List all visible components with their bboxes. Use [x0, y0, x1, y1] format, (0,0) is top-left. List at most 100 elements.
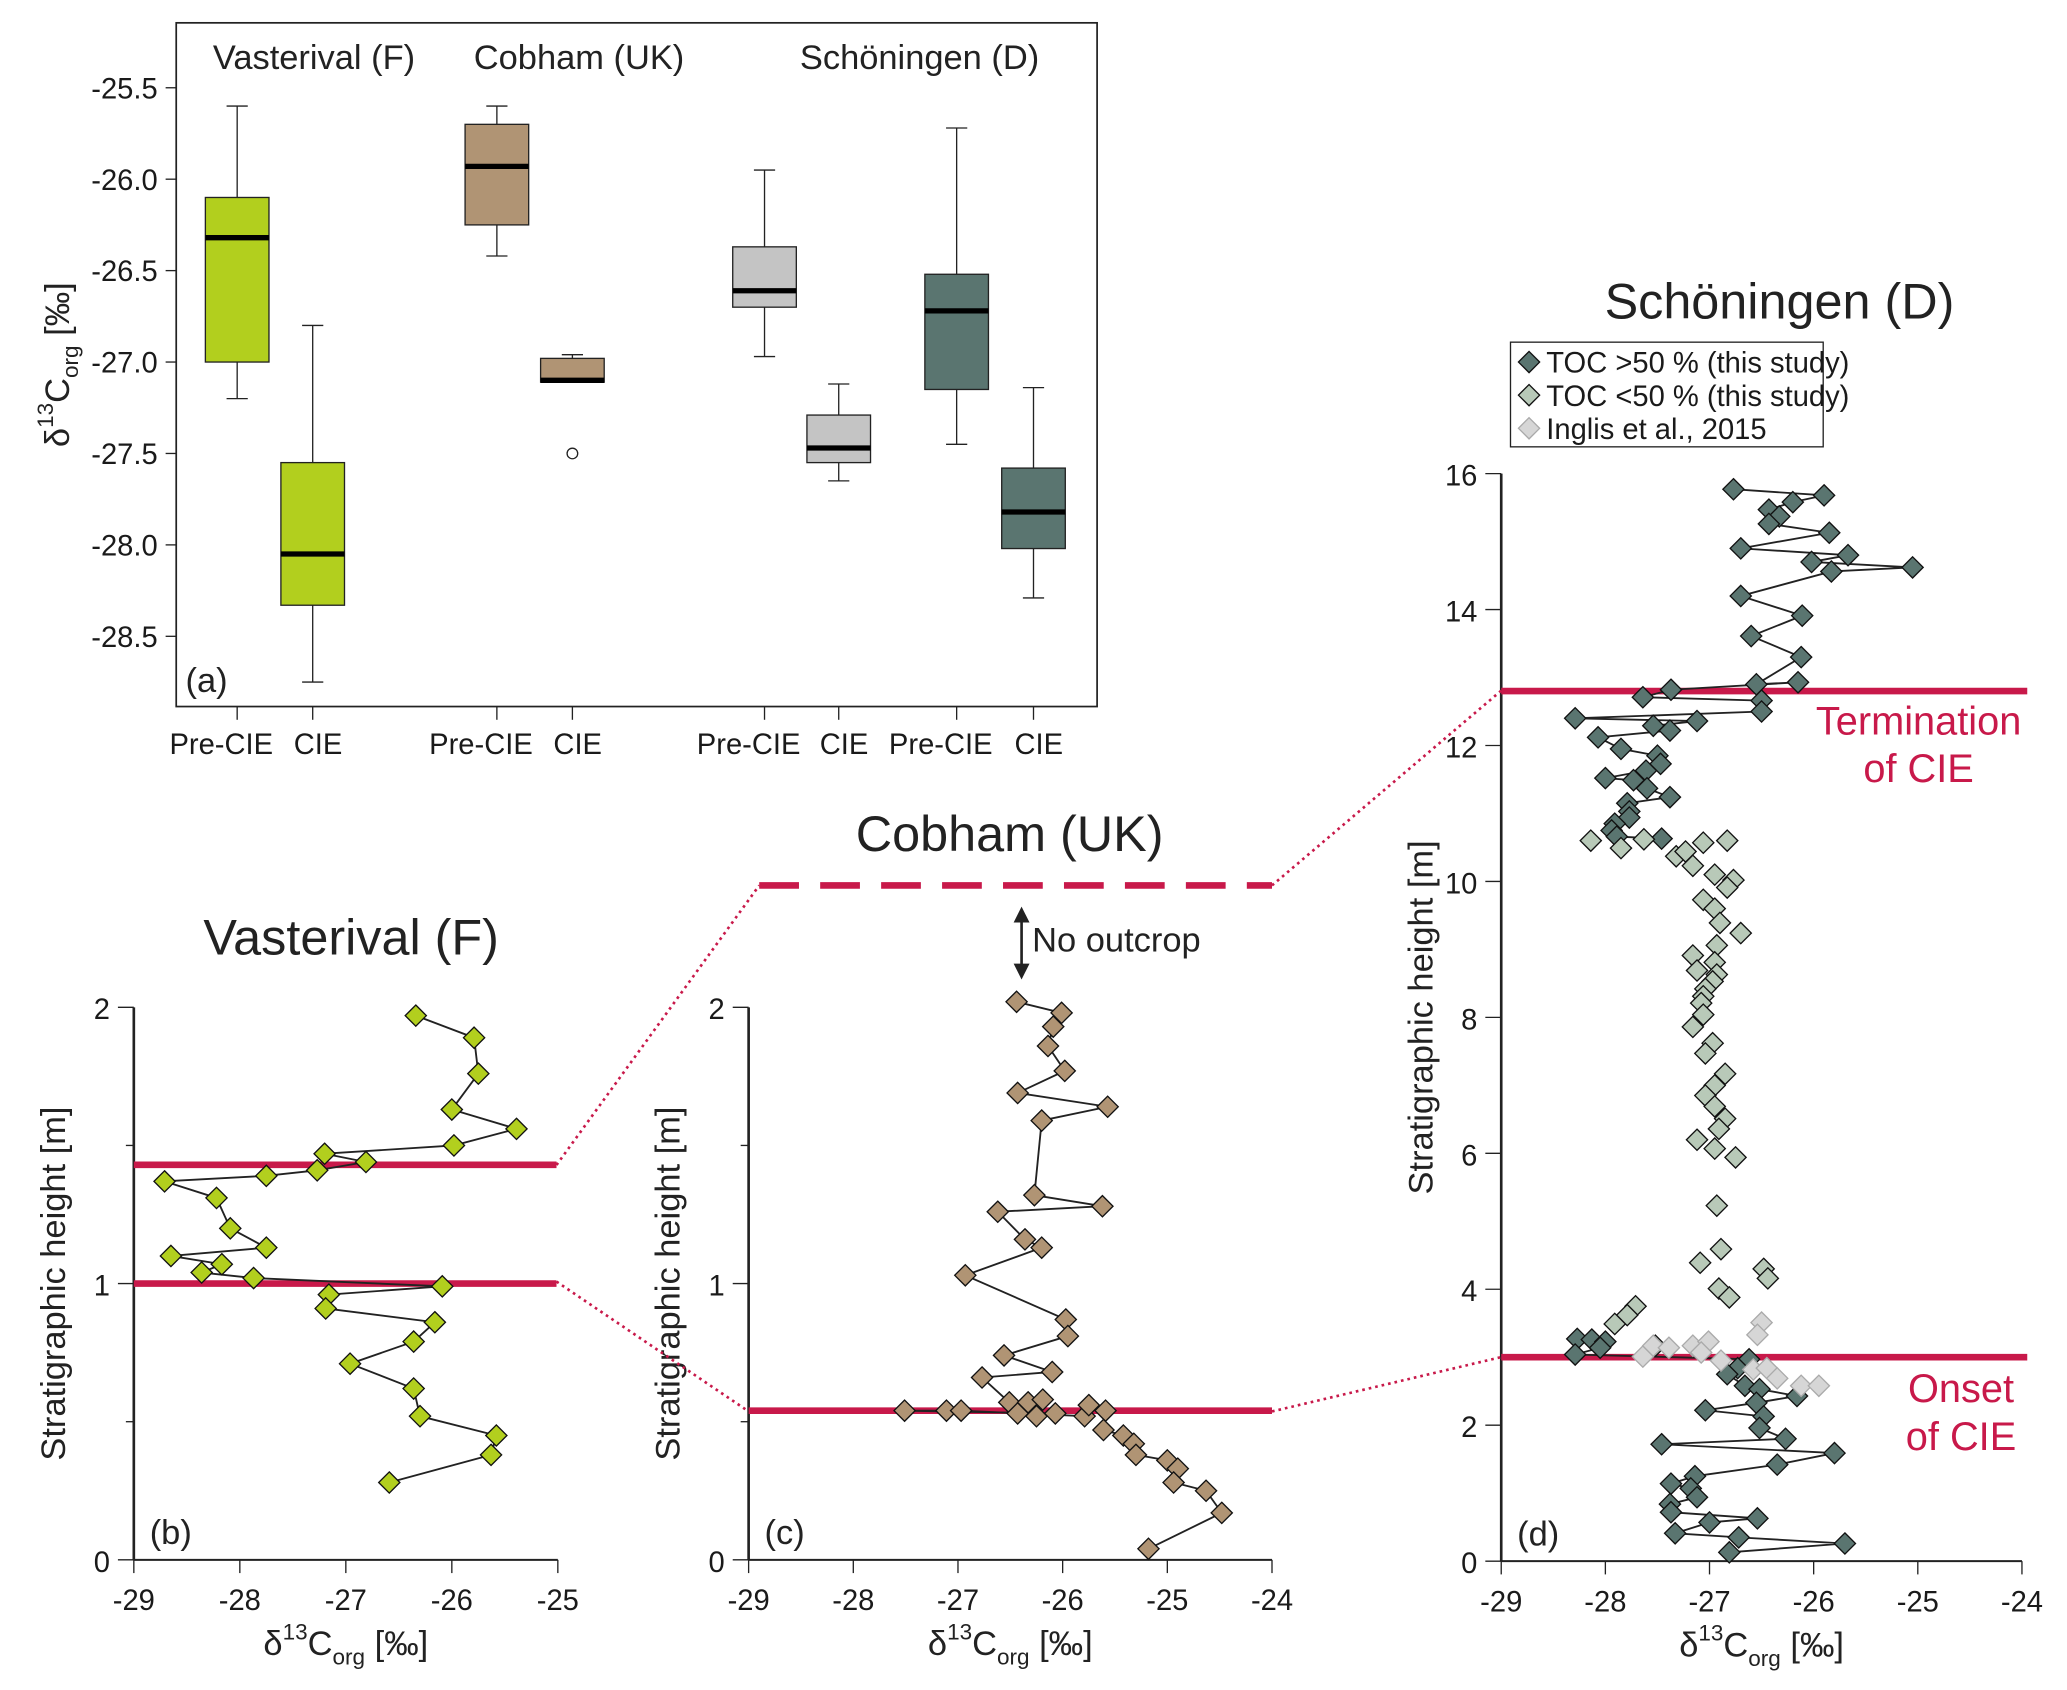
x-tick-label: CIE [294, 729, 343, 761]
data-point [1800, 550, 1824, 574]
data-point [484, 1423, 508, 1448]
box-4 [732, 169, 797, 358]
x-tick-label: CIE [1015, 729, 1064, 761]
data-point [1721, 477, 1746, 501]
data-point [1036, 1034, 1060, 1058]
data-point [1563, 1342, 1587, 1367]
panel-c-cobham: -29 -28 -27 -26 -25 -24 0 1 2 Stratigraphic heigh… [650, 805, 1293, 1670]
data-point [1685, 1485, 1709, 1509]
data-point [1579, 829, 1603, 853]
data-point [1729, 584, 1753, 608]
y-tick-label: -28.5 [91, 622, 157, 654]
y-axis-label: Stratigraphic height [m] [650, 1107, 688, 1461]
box-2 [464, 105, 530, 257]
data-point [1822, 1441, 1847, 1465]
legend: TOC >50 % (this study)TOC <50 % (this st… [1509, 341, 1849, 448]
data-point [190, 1260, 214, 1285]
y-tick-label: 0 [1461, 1548, 1477, 1580]
x-tick-label: -29 [113, 1585, 155, 1617]
data-point [218, 1216, 242, 1240]
y-tick-label: 0 [709, 1547, 725, 1579]
data-point [1709, 1349, 1733, 1373]
data-point [1727, 1525, 1751, 1549]
data-point [377, 1470, 401, 1495]
connectors [555, 689, 1503, 1413]
legend-marker [1517, 383, 1541, 407]
data-point [1705, 1194, 1729, 1218]
subscript: org [1748, 1646, 1781, 1671]
data-point [1697, 1510, 1722, 1534]
superscript: 13 [1698, 1621, 1723, 1646]
c: C [1723, 1627, 1748, 1665]
data-point [1194, 1479, 1218, 1503]
data-point [1693, 1041, 1717, 1065]
series-0 [893, 990, 1234, 1561]
panel-d-schoningen: -29 -28 -27 -26 -25 -24 0 2 4 6 8 10 12 14 16 Stratigra… [1402, 272, 2043, 1671]
data-point [1090, 1194, 1114, 1218]
group-title: Cobham (UK) [474, 39, 685, 77]
data-point [1756, 1266, 1780, 1290]
data-point [153, 1169, 177, 1193]
y-tick-label: -26.5 [91, 256, 157, 288]
data-point [440, 1097, 464, 1122]
data-point [1659, 1500, 1683, 1524]
data-point [404, 1004, 428, 1028]
panel-b-vasterival: -29 -28 -27 -26 -25 0 1 2 Stratigraphic height [… [35, 908, 579, 1669]
delta: δ [1679, 1627, 1698, 1665]
y-tick-label: 16 [1445, 461, 1477, 493]
data-point [1641, 714, 1665, 738]
data-point [1609, 737, 1633, 761]
data-point [1729, 921, 1753, 945]
data-point [1663, 1521, 1687, 1545]
data-point [1703, 1137, 1727, 1161]
data-point [1136, 1537, 1161, 1561]
data-point [1819, 559, 1843, 584]
data-point [1006, 1081, 1030, 1105]
unit: [‰] [365, 1625, 428, 1663]
data-point [1691, 1003, 1715, 1027]
data-point [1040, 1360, 1064, 1384]
data-point [970, 1365, 994, 1390]
data-point [1745, 1506, 1769, 1530]
y-tick-label: 6 [1461, 1140, 1477, 1172]
box [464, 123, 530, 226]
data-point [338, 1352, 362, 1376]
box-5 [806, 383, 872, 482]
legend-marker [1517, 350, 1541, 374]
box-3 [539, 354, 605, 460]
data-point [1708, 911, 1732, 935]
box-1 [280, 324, 346, 683]
data-point [1688, 1251, 1712, 1275]
y-tick-label: 12 [1445, 732, 1477, 764]
data-point [242, 1266, 266, 1290]
series-2 [1631, 1311, 1831, 1398]
superscript: 13 [283, 1619, 308, 1644]
data-point [1056, 1324, 1080, 1348]
box-7 [1001, 386, 1066, 599]
subscript: org [997, 1645, 1030, 1670]
x-tick-label: -25 [537, 1585, 579, 1617]
data-point [1030, 1236, 1054, 1260]
x-tick-label: -29 [1480, 1587, 1522, 1619]
data-point [254, 1164, 278, 1188]
data-point [1747, 1416, 1772, 1440]
unit: [‰] [1781, 1627, 1844, 1665]
x-tick-label: -29 [728, 1585, 770, 1617]
panel-label: (c) [765, 1514, 805, 1552]
box [806, 414, 872, 464]
data-point [1657, 1336, 1681, 1360]
data-point [1563, 706, 1587, 730]
data-point [1632, 827, 1656, 851]
legend-frame [1509, 341, 1824, 448]
data-point [1901, 555, 1925, 579]
panel-title: Cobham (UK) [856, 805, 1164, 862]
y-tick-label: 0 [94, 1547, 110, 1579]
data-point [408, 1404, 432, 1428]
data-point [1745, 1323, 1769, 1347]
data-point [953, 1263, 977, 1287]
data-point [1717, 1285, 1741, 1309]
data-point [1124, 1443, 1148, 1467]
box [280, 461, 346, 606]
c: C [39, 378, 77, 403]
